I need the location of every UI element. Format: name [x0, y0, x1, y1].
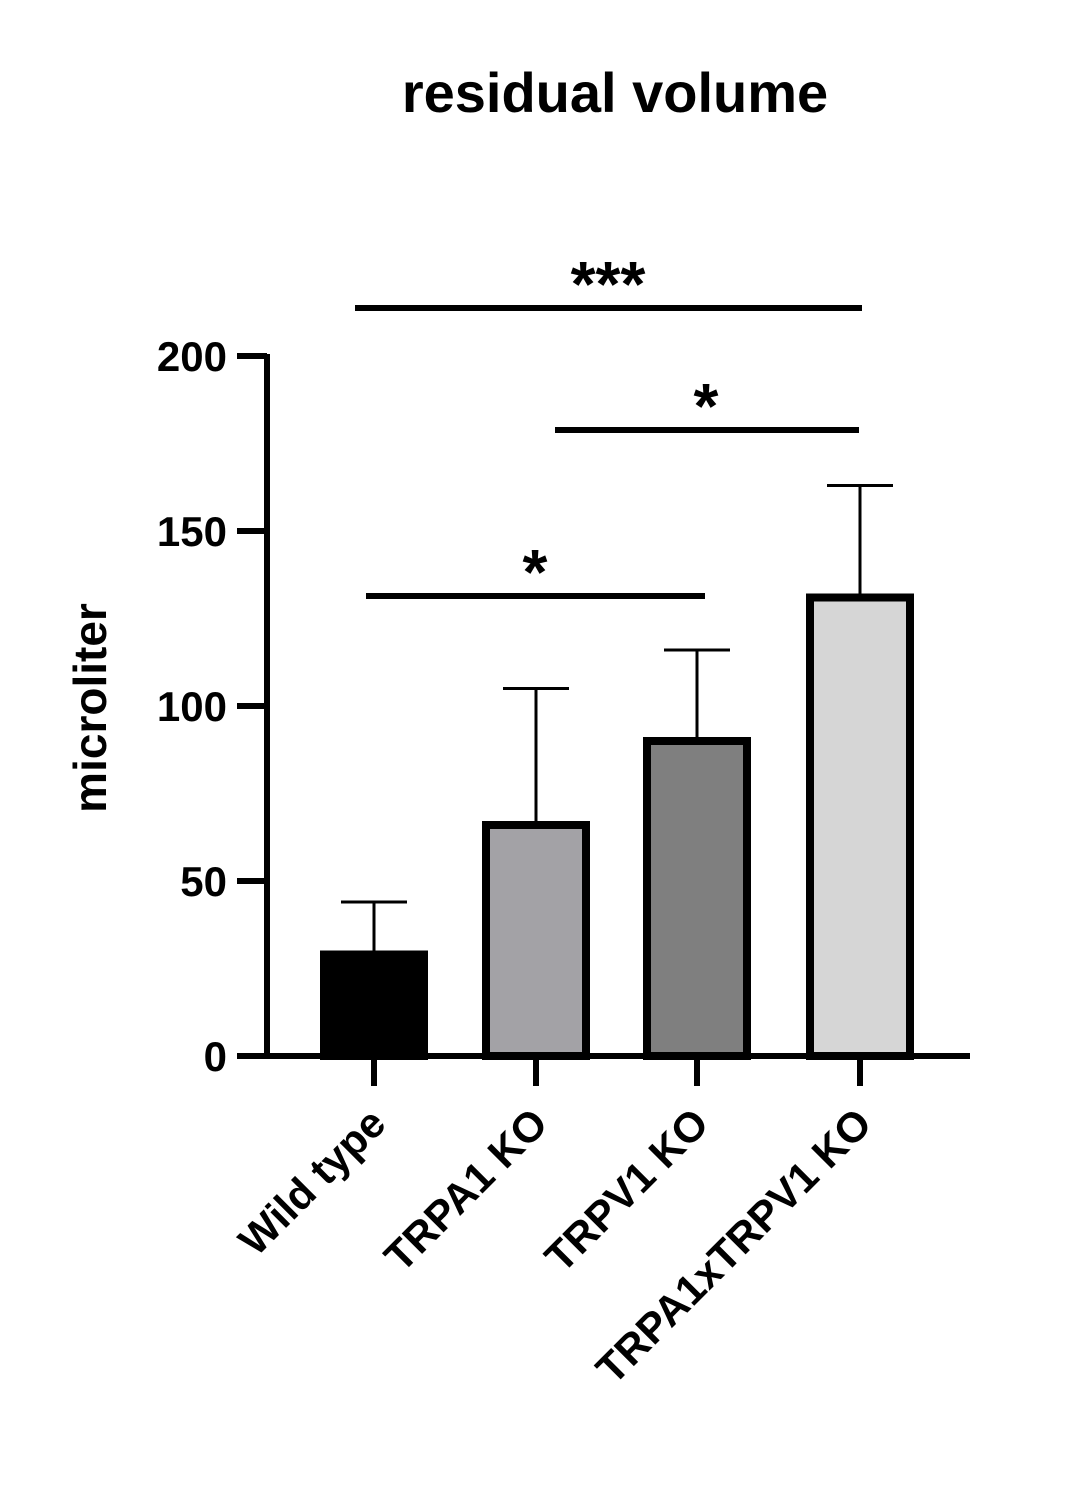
bar-1 — [482, 821, 590, 1060]
significance-label-0: *** — [571, 248, 646, 320]
y-tick-label-1: 50 — [180, 858, 227, 905]
significance-label-1: * — [694, 370, 719, 442]
bar-0 — [320, 950, 428, 1060]
bars — [320, 593, 914, 1060]
y-tick-label-4: 200 — [157, 333, 227, 380]
error-bar-0 — [341, 900, 407, 955]
error-bar-3 — [827, 484, 893, 598]
y-tick-label-2: 100 — [157, 683, 227, 730]
x-tick-label-2: TRPV1 KO — [536, 1099, 718, 1281]
error-bar-2 — [664, 648, 730, 741]
error-bars — [341, 484, 893, 955]
x-tick-label-1: TRPA1 KO — [375, 1099, 556, 1280]
y-tick-label-3: 150 — [157, 508, 227, 555]
y-axis-label: microliter — [64, 603, 116, 813]
bar-2 — [643, 737, 751, 1060]
y-tick-label-0: 0 — [204, 1033, 227, 1080]
significance-label-2: * — [523, 536, 548, 608]
x-tick-label-3: TRPA1xTRPV1 KO — [587, 1099, 880, 1392]
x-tick-label-0: Wild type — [229, 1099, 394, 1264]
error-bar-1 — [503, 687, 569, 825]
chart-title: residual volume — [402, 61, 828, 124]
significance-annotations: ***** — [355, 248, 862, 608]
bar-3 — [806, 593, 914, 1060]
